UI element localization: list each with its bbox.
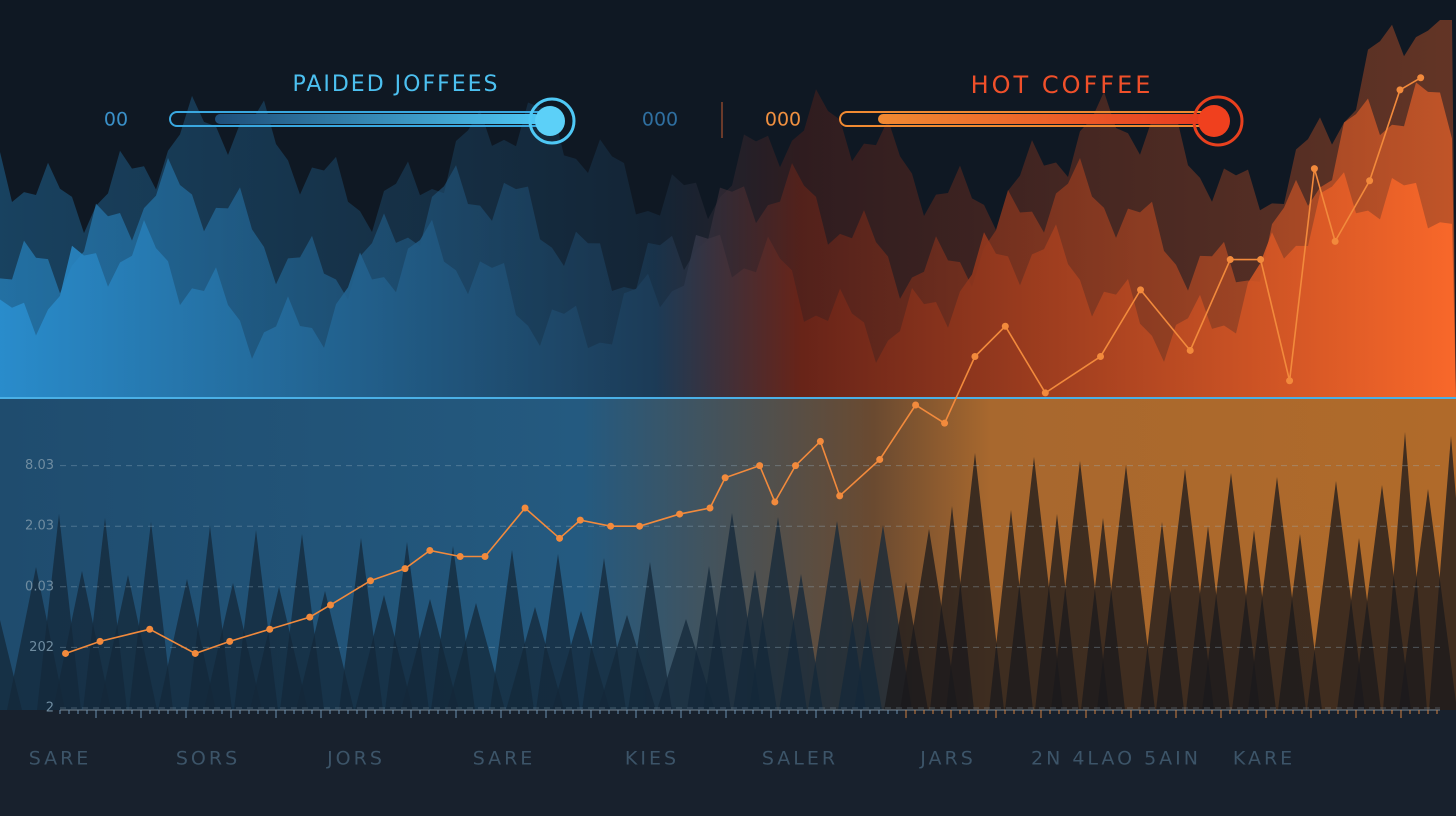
tree [296,591,354,710]
trees [0,432,1456,710]
footer-label: KARE [1233,748,1295,770]
thermometer-fill [215,114,540,124]
tree [779,574,823,710]
point [792,462,800,470]
right-title: HOT COFFEE [971,71,1154,99]
point [191,649,199,657]
point [266,625,274,633]
point [607,522,615,530]
point [721,474,729,482]
point [521,504,529,512]
point [971,353,979,361]
y-tick-label: 0.03 [25,579,54,594]
point [836,492,844,500]
y-tick-label: 2.03 [25,519,54,534]
point [96,637,104,645]
point [367,577,374,585]
point [1257,256,1265,264]
thermometer-fill [878,114,1208,124]
left-title: PAIDED JOFFEES [292,72,499,97]
point [306,613,314,621]
point [756,462,764,470]
point [1041,389,1049,397]
tree [946,453,1004,710]
tree [1097,465,1155,710]
point [556,534,564,542]
footer-label: 2N 4LAO 5AIN [1031,748,1201,770]
mountains [0,20,1456,401]
tree [129,522,173,710]
point [62,649,70,657]
y-tick-label: 8.03 [25,458,54,473]
point [226,637,234,645]
point [426,546,434,554]
point [576,516,584,524]
y-tick-label: 202 [29,640,54,655]
point [326,601,334,609]
thermometer-bulb-ring [528,97,576,145]
point [1286,377,1294,385]
point [771,498,779,506]
point [1097,353,1105,361]
point [941,419,949,427]
footer-label: JORS [326,748,385,770]
footer-label: SARE [29,748,92,770]
point [1396,86,1404,94]
thermometer-bulb-ring [1192,95,1244,147]
thermometer-bulb [1198,105,1230,137]
readout: 000 [765,109,801,131]
footer-label: KIES [625,748,679,770]
tree [1429,436,1456,710]
point [876,456,884,464]
point [1331,237,1339,245]
point [912,401,920,409]
point [1417,74,1425,82]
point [636,522,644,530]
thermometer-bulb [535,106,565,136]
footer-label: SALER [762,748,838,770]
point [1366,177,1374,185]
point [1310,165,1318,173]
tree [628,562,672,710]
point [706,504,714,512]
footer-band [0,710,1456,816]
mountain-layer [0,172,1456,400]
point [401,565,409,573]
footer-label: SARE [473,748,536,770]
tree [447,603,505,710]
readout: 000 [642,109,678,131]
readout: 00 [104,109,128,131]
tree [1278,534,1322,710]
point [1001,322,1009,330]
point [1186,346,1194,354]
point [816,437,824,445]
point [1137,286,1145,294]
footer-label: JARS [919,748,976,770]
footer-label: SORS [176,748,240,770]
point [456,553,464,560]
plot: 2 202 0.03 2.03 8.03 SARE SORS JORS SARE KIES SALE… [25,74,1440,770]
point [146,625,154,633]
point [1226,256,1234,264]
point [481,553,489,560]
point [676,510,684,518]
y-tick-label: 2 [46,701,54,716]
